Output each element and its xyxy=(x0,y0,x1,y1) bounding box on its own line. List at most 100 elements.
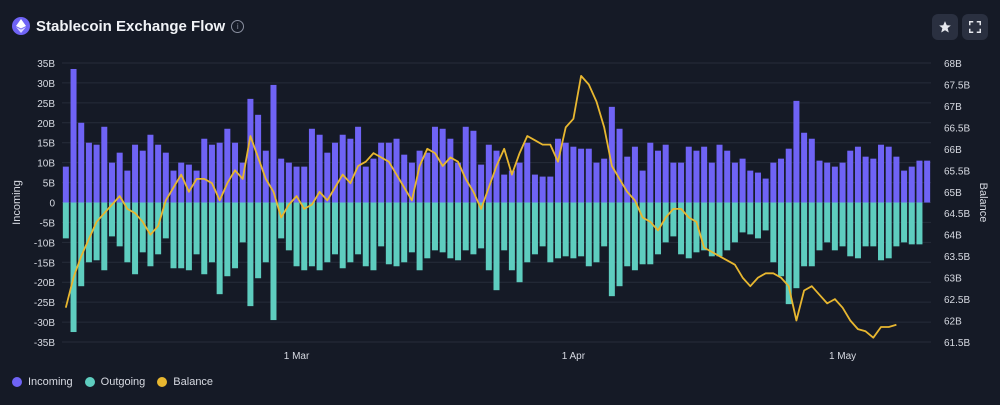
y2-tick-label: 68B xyxy=(944,59,962,70)
outgoing-bar xyxy=(778,202,785,277)
incoming-bar xyxy=(347,138,354,203)
incoming-bar xyxy=(708,162,715,203)
outgoing-bar xyxy=(178,202,185,269)
legend-item-balance[interactable]: Balance xyxy=(157,376,213,388)
outgoing-bar xyxy=(78,202,85,287)
outgoing-bar xyxy=(416,202,423,271)
outgoing-bar xyxy=(347,202,354,263)
outgoing-bar xyxy=(816,202,823,251)
outgoing-bar xyxy=(332,202,339,255)
info-icon[interactable]: i xyxy=(231,19,245,33)
outgoing-bar xyxy=(324,202,331,263)
y-tick-label: -5B xyxy=(39,218,55,229)
incoming-bar xyxy=(108,162,115,203)
chart-legend: Incoming Outgoing Balance xyxy=(12,376,225,388)
outgoing-bar xyxy=(570,202,577,259)
outgoing-bar xyxy=(285,202,292,251)
outgoing-bar xyxy=(393,202,400,267)
incoming-bar xyxy=(693,150,700,203)
outgoing-bar xyxy=(639,202,646,265)
incoming-bar xyxy=(616,128,623,203)
incoming-bar xyxy=(724,150,731,203)
favorite-button[interactable] xyxy=(932,14,958,40)
y2-tick-label: 66B xyxy=(944,145,962,156)
outgoing-bar xyxy=(262,202,269,263)
outgoing-bar xyxy=(470,202,477,255)
outgoing-bar xyxy=(670,202,677,237)
y-tick-label: 5B xyxy=(43,179,56,190)
y-tick-label: -30B xyxy=(34,318,55,329)
incoming-bar xyxy=(847,150,854,203)
incoming-bar xyxy=(539,176,546,203)
y2-tick-label: 62.5B xyxy=(944,295,970,306)
outgoing-bar xyxy=(747,202,754,235)
outgoing-bar xyxy=(724,202,731,251)
y2-tick-label: 64B xyxy=(944,231,962,242)
outgoing-bar xyxy=(462,202,469,251)
incoming-bar xyxy=(893,156,900,203)
outgoing-bar xyxy=(170,202,177,269)
outgoing-bar xyxy=(232,202,239,269)
outgoing-bar xyxy=(685,202,692,259)
incoming-bar xyxy=(731,162,738,203)
outgoing-bar xyxy=(716,202,723,257)
flow-chart: 35B 30B 25B 20B 15B 10B 5B 0 -5B -10B -15B -20B -25B… xyxy=(11,59,989,362)
incoming-bar xyxy=(839,162,846,203)
outgoing-bar xyxy=(155,202,162,255)
outgoing-bar xyxy=(654,202,661,255)
y2-tick-label: 66.5B xyxy=(944,123,970,134)
incoming-bar xyxy=(185,164,192,203)
balance-line xyxy=(64,75,897,339)
incoming-bar xyxy=(455,162,462,203)
incoming-bar xyxy=(647,142,654,203)
incoming-bar xyxy=(378,142,385,203)
outgoing-bar xyxy=(893,202,900,247)
outgoing-bar xyxy=(278,202,285,239)
outgoing-bar xyxy=(916,202,923,245)
legend-item-incoming[interactable]: Incoming xyxy=(12,376,73,388)
y-tick-label: 20B xyxy=(37,119,55,130)
incoming-bar xyxy=(485,144,492,203)
incoming-bar xyxy=(339,134,346,203)
incoming-bar xyxy=(524,142,531,203)
y-tick-label: 15B xyxy=(37,139,55,150)
incoming-bar xyxy=(270,84,277,203)
incoming-bar xyxy=(301,166,308,203)
star-icon xyxy=(939,21,951,33)
incoming-bar xyxy=(924,160,931,203)
incoming-bar xyxy=(424,152,431,203)
incoming-bar xyxy=(808,138,815,203)
outgoing-bar xyxy=(501,202,508,251)
incoming-bar xyxy=(78,122,85,203)
outgoing-bar xyxy=(255,202,262,279)
outgoing-bar xyxy=(185,202,192,271)
incoming-bar xyxy=(555,138,562,203)
incoming-bar xyxy=(562,142,569,203)
incoming-bar xyxy=(739,158,746,203)
outgoing-bar xyxy=(531,202,538,255)
incoming-bar xyxy=(239,162,246,203)
fullscreen-button[interactable] xyxy=(962,14,988,40)
incoming-bar xyxy=(278,158,285,203)
y2-tick-label: 67.5B xyxy=(944,80,970,91)
outgoing-bar xyxy=(516,202,523,283)
incoming-bar xyxy=(670,162,677,203)
legend-label-incoming: Incoming xyxy=(28,376,73,388)
outgoing-bar xyxy=(762,202,769,231)
outgoing-bar xyxy=(808,202,815,267)
incoming-bar xyxy=(785,148,792,203)
outgoing-bar xyxy=(870,202,877,247)
incoming-bar xyxy=(624,156,631,203)
outgoing-bar xyxy=(378,202,385,247)
incoming-bar xyxy=(824,162,831,203)
outgoing-bar xyxy=(201,202,208,275)
incoming-bar xyxy=(431,126,438,203)
outgoing-bar xyxy=(370,202,377,271)
outgoing-bar xyxy=(208,202,215,263)
outgoing-bar xyxy=(562,202,569,257)
legend-item-outgoing[interactable]: Outgoing xyxy=(84,376,145,388)
incoming-bar xyxy=(208,144,215,203)
incoming-bar xyxy=(901,170,908,203)
chart-title: Stablecoin Exchange Flow xyxy=(36,17,226,35)
